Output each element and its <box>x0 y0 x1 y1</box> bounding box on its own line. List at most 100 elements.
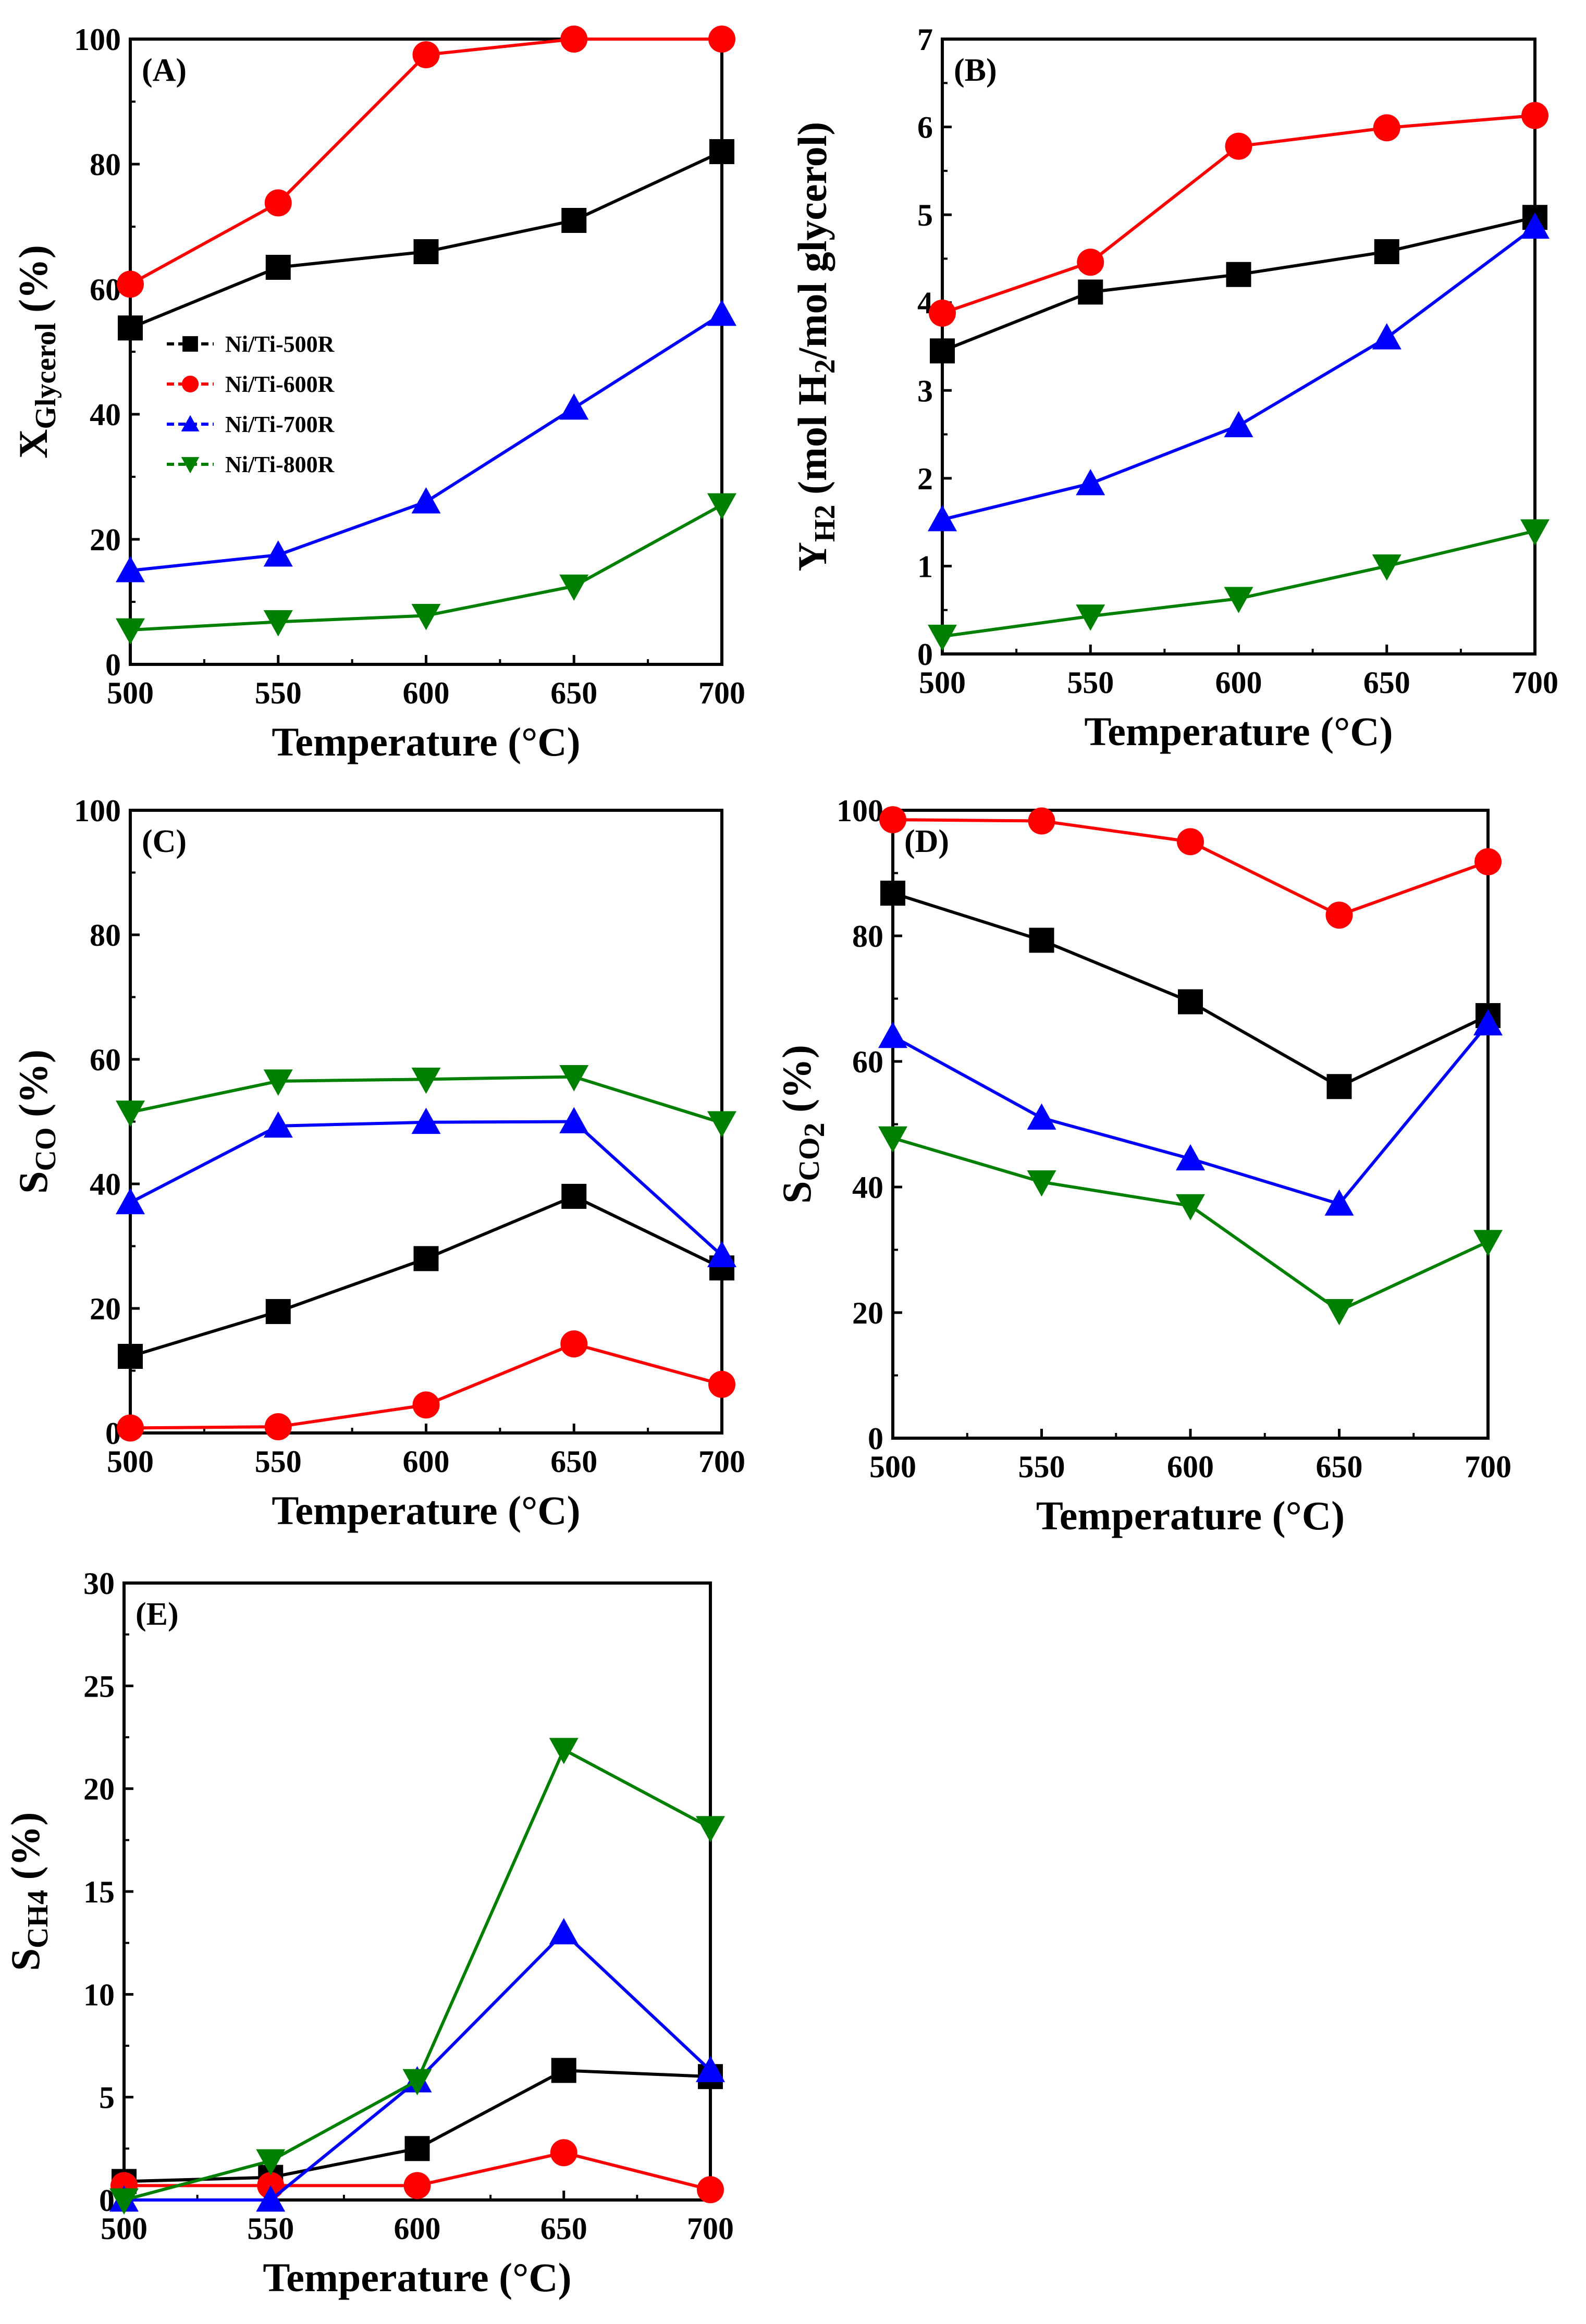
data-point <box>264 189 292 217</box>
y-axis-label: XGlycerol (%) <box>10 245 62 459</box>
x-tick-label: 650 <box>1363 665 1410 700</box>
data-point <box>1473 1009 1503 1036</box>
x-tick-label: 650 <box>1316 1450 1363 1484</box>
data-point <box>1225 132 1252 160</box>
y-tick-label: 60 <box>852 1045 883 1079</box>
x-tick-label: 600 <box>394 2211 441 2246</box>
data-point <box>1176 1194 1205 1221</box>
data-point <box>550 2139 577 2167</box>
data-point <box>1473 1230 1503 1256</box>
x-tick-label: 650 <box>550 676 597 710</box>
data-point <box>1077 249 1104 276</box>
y-tick-label: 2 <box>917 462 933 496</box>
series-ni-ti-700r <box>109 1918 725 2212</box>
data-point <box>1372 323 1401 350</box>
data-point <box>1372 554 1401 581</box>
data-point <box>1224 587 1253 613</box>
data-point <box>561 208 587 233</box>
panel-d: 500 550 600 650 700 0 20 40 60 80 100 Temperature (… <box>774 794 1511 1538</box>
data-point <box>411 487 441 514</box>
series-line <box>129 1120 723 1257</box>
data-point <box>879 806 906 834</box>
data-point <box>1076 604 1105 631</box>
data-point <box>1177 828 1204 856</box>
legend-marker-shape <box>181 375 199 393</box>
data-point <box>403 2172 431 2199</box>
data-point <box>878 1126 907 1153</box>
panel-label: (E) <box>136 1597 179 1632</box>
legend-label: Ni/Ti-600R <box>225 372 335 397</box>
x-tick-label: 600 <box>403 1444 450 1479</box>
y-axis-label: YH2 (mol H2/mol glycerol) <box>790 122 841 572</box>
series-line <box>130 313 723 572</box>
data-point <box>559 1107 589 1133</box>
data-point <box>880 881 905 906</box>
data-point <box>1326 1074 1352 1099</box>
data-point <box>1029 928 1054 953</box>
series-line <box>892 1022 1490 1206</box>
data-point <box>560 1330 588 1358</box>
data-point <box>256 2185 286 2212</box>
legend-marker <box>181 375 199 393</box>
plot-frame <box>122 1581 712 2202</box>
data-point <box>697 2176 724 2204</box>
legend: Ni/Ti-500R Ni/Ti-600R Ni/Ti-700R Ni/Ti-800R <box>167 331 335 477</box>
y-tick-label: 40 <box>90 398 121 432</box>
y-tick-label: 10 <box>83 1977 115 2012</box>
panel-label: (A) <box>142 53 187 88</box>
data-point <box>1474 848 1502 875</box>
data-point <box>412 1391 440 1419</box>
y-tick-label: 25 <box>83 1669 115 1703</box>
series-ni-ti-800r <box>878 1126 1503 1326</box>
series-ni-ti-800r <box>109 1738 725 2215</box>
plot-frame <box>941 38 1536 656</box>
y-tick-label: 0 <box>868 1421 883 1456</box>
data-point <box>1520 212 1550 239</box>
data-point <box>707 1241 736 1267</box>
panel-label: (D) <box>904 824 949 859</box>
x-axis-label: Temperature (°C) <box>263 2255 571 2300</box>
data-point <box>708 1370 735 1398</box>
x-tick-label: 650 <box>550 1444 597 1479</box>
y-tick-label: 7 <box>917 22 933 57</box>
y-tick-label: 1 <box>917 549 933 584</box>
series-line <box>130 1194 723 1358</box>
data-point <box>1178 989 1203 1015</box>
data-point <box>118 1344 143 1369</box>
y-tick-label: 5 <box>917 198 933 232</box>
plot-frame <box>129 38 723 666</box>
series-ni-ti-800r <box>116 493 736 645</box>
y-tick-label: 60 <box>90 1043 121 1077</box>
data-point <box>413 1246 439 1271</box>
data-point <box>561 1183 587 1209</box>
legend-marker <box>181 457 200 474</box>
data-point <box>413 239 439 264</box>
x-tick-label: 700 <box>687 2211 734 2246</box>
data-point <box>263 540 293 567</box>
data-point <box>709 139 734 164</box>
y-tick-label: 100 <box>74 794 121 828</box>
data-point <box>1373 114 1400 142</box>
legend-label: Ni/Ti-500R <box>225 331 335 357</box>
y-tick-label: 80 <box>90 147 121 182</box>
legend-marker <box>181 415 200 431</box>
series-ni-ti-600r <box>879 806 1502 929</box>
data-point <box>265 255 291 280</box>
x-axis-label: Temperature (°C) <box>1084 709 1393 754</box>
x-tick-label: 600 <box>1167 1450 1214 1484</box>
legend-marker-shape <box>182 336 198 352</box>
x-tick-label: 500 <box>869 1450 916 1484</box>
data-point <box>117 270 144 298</box>
x-axis-label: Temperature (°C) <box>1036 1493 1345 1538</box>
y-tick-label: 0 <box>917 637 933 672</box>
data-point <box>696 1816 725 1843</box>
series-ni-ti-700r <box>928 212 1550 531</box>
data-point <box>549 1738 579 1764</box>
y-tick-label: 15 <box>83 1875 115 1909</box>
y-tick-label: 80 <box>852 919 883 954</box>
x-tick-label: 650 <box>540 2211 587 2246</box>
series-line <box>124 1747 711 2202</box>
series-ni-ti-700r <box>116 1107 736 1267</box>
